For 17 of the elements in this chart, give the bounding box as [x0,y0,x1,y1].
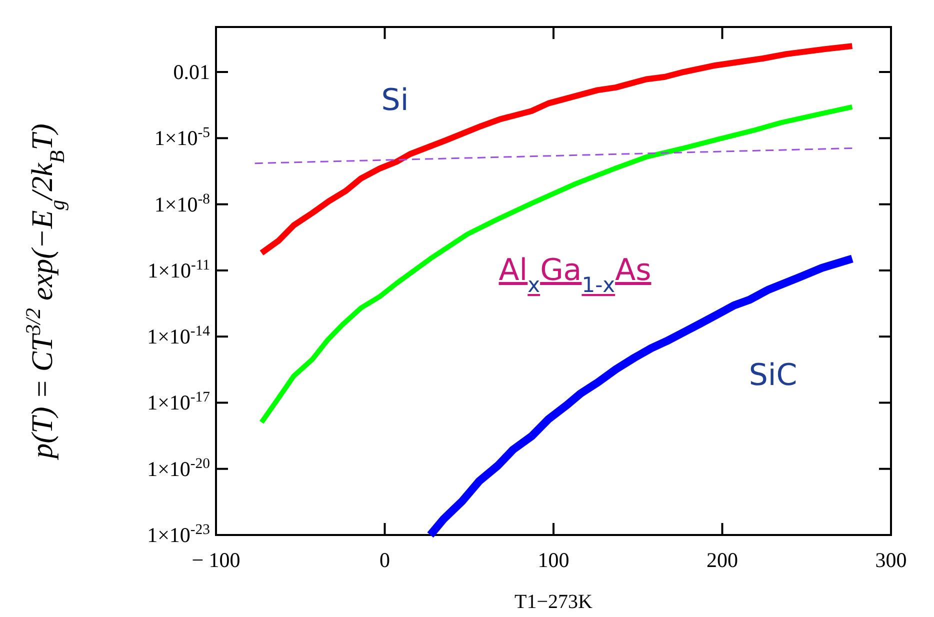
annotation: SiC [748,358,798,393]
annotation: Al$_{x}$Ga$_{1-x}$As [498,253,652,297]
x-tick-label: 100 [538,548,570,572]
y-tick-label: 1×10$^{-5}$ [154,125,210,150]
x-tick-label: 0 [380,548,390,572]
x-tick-label: − 100 [192,548,240,572]
y-tick-label: 1×10$^{-17}$ [147,390,210,415]
annotation: Si [381,83,409,118]
x-tick-label: 200 [706,548,738,572]
y-tick-label: 1×10$^{-14}$ [147,324,211,349]
y-tick-label: 0.01 [173,60,210,84]
y-tick-label: 1×10$^{-20}$ [147,456,210,481]
x-axis-title: T1−273K [514,591,594,613]
x-tick-label: 300 [875,548,907,572]
y-tick-label: 1×10$^{-11}$ [148,257,210,282]
y-tick-label: 1×10$^{-23}$ [147,522,210,547]
y-tick-label: 1×10$^{-8}$ [154,191,210,216]
